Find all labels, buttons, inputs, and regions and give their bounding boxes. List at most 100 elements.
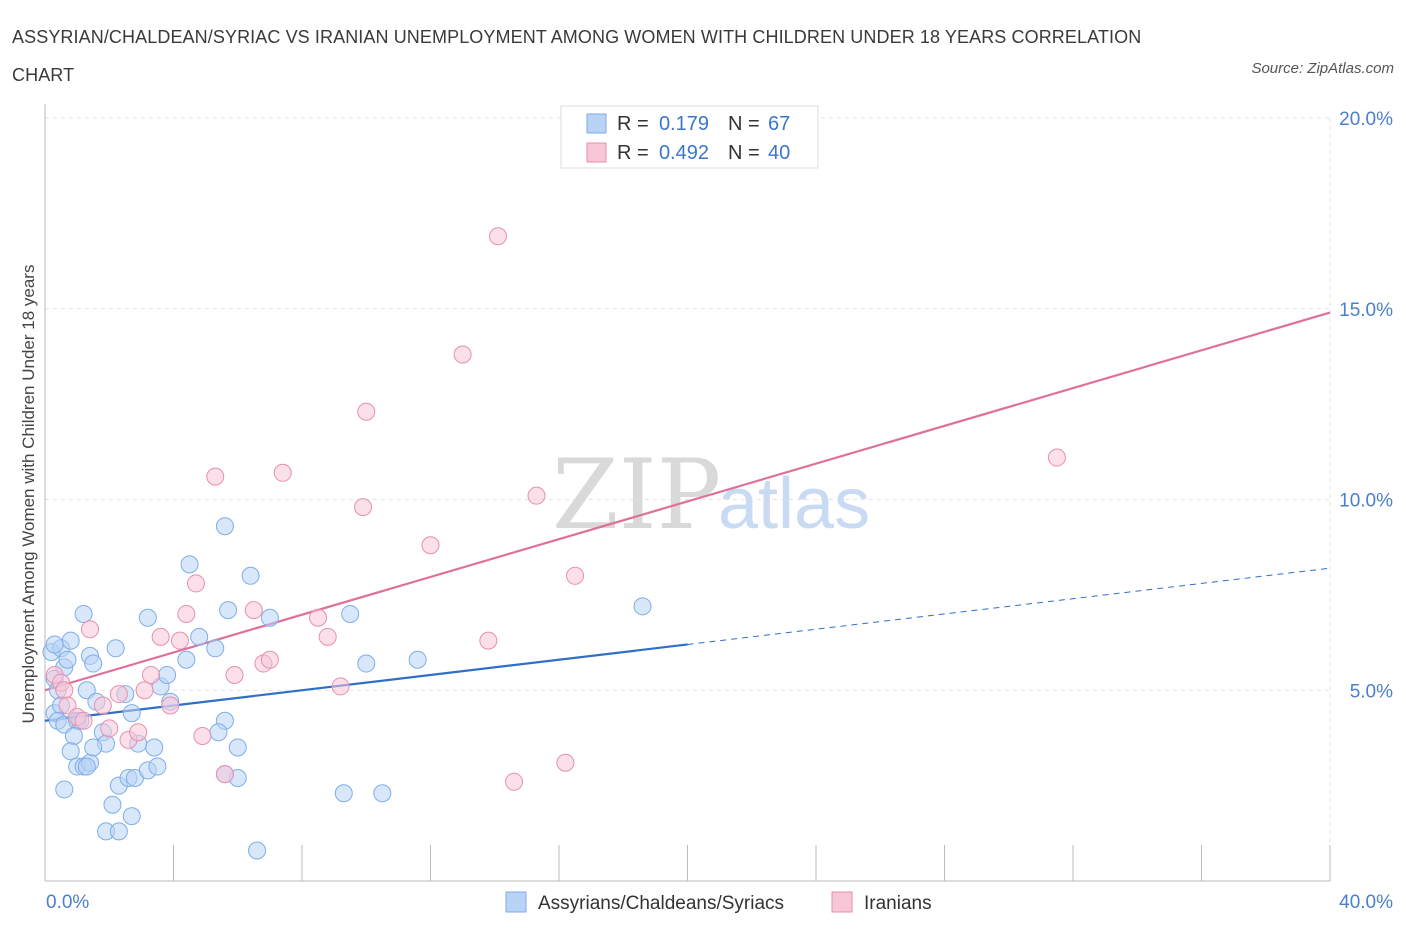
data-point (148, 757, 167, 776)
data-point (331, 677, 350, 696)
legend-n-label: N = (728, 113, 760, 135)
stats-legend: R = 0.179 N = 67 R = 0.492 N = 40 (560, 105, 819, 169)
data-point (354, 498, 373, 517)
data-point (109, 685, 128, 704)
data-point (209, 723, 228, 742)
tick-labels: 5.0% 10.0% 15.0% 20.0% 0.0% 40.0% (46, 109, 1393, 913)
data-point (556, 753, 575, 772)
y-tick-label: 15.0% (1339, 300, 1393, 321)
data-points (42, 227, 1066, 860)
data-point (421, 536, 440, 555)
data-point (527, 486, 546, 505)
y-tick-label: 5.0% (1350, 681, 1393, 702)
data-point (61, 631, 80, 650)
data-point (74, 711, 93, 730)
axes (44, 104, 1331, 882)
data-point (177, 650, 196, 669)
series-legend-swatch (505, 891, 527, 913)
data-point (505, 772, 524, 791)
series-legend-label: Iranians (864, 893, 932, 914)
data-point (100, 719, 119, 738)
data-point (61, 742, 80, 761)
data-point (408, 650, 427, 669)
data-point (215, 765, 234, 784)
data-point (103, 795, 122, 814)
data-point (80, 620, 99, 639)
data-point (260, 608, 279, 627)
data-point (93, 696, 112, 715)
chart-title: ASSYRIAN/CHALDEAN/SYRIAC VS IRANIAN UNEM… (12, 27, 1142, 85)
data-point (193, 727, 212, 746)
data-point (488, 227, 507, 246)
data-point (1047, 448, 1066, 467)
data-point (64, 727, 83, 746)
trend-line-assyrians (44, 643, 688, 722)
data-point (273, 463, 292, 482)
data-point (84, 654, 103, 673)
data-point (248, 841, 267, 860)
series-legend-label: Assyrians/Chaldeans/Syriacs (538, 893, 784, 914)
data-point (58, 650, 77, 669)
data-point (566, 566, 585, 585)
data-point (180, 555, 199, 574)
trend-lines (44, 311, 1331, 722)
legend-swatch (586, 113, 607, 134)
data-point (129, 723, 148, 742)
data-point (453, 345, 472, 364)
data-point (190, 627, 209, 646)
data-point (215, 517, 234, 536)
data-point (260, 650, 279, 669)
x-tick-label-max: 40.0% (1339, 892, 1393, 913)
series-assyrians (42, 517, 652, 860)
legend-r-value: 0.492 (659, 142, 709, 164)
data-point (158, 665, 177, 684)
legend-r-value: 0.179 (659, 113, 709, 135)
y-axis-label: Unemployment Among Women with Children U… (19, 265, 38, 724)
data-point (186, 574, 205, 593)
data-point (357, 402, 376, 421)
data-point (161, 696, 180, 715)
data-point (170, 631, 189, 650)
watermark: ZIP atlas (552, 439, 870, 551)
series-legend: Assyrians/Chaldeans/Syriacs Iranians (505, 891, 932, 914)
data-point (122, 807, 141, 826)
data-point (309, 608, 328, 627)
data-point (55, 681, 74, 700)
data-point (177, 604, 196, 623)
y-tick-label: 20.0% (1339, 109, 1393, 130)
x-tick-label-min: 0.0% (46, 892, 89, 913)
legend-n-value: 40 (768, 142, 790, 164)
legend-n-label: N = (728, 142, 760, 164)
legend-r-label: R = (617, 113, 649, 135)
data-point (373, 784, 392, 803)
data-point (241, 566, 260, 585)
data-point (122, 704, 141, 723)
series-iranians (45, 227, 1066, 791)
data-point (109, 822, 128, 841)
data-point (341, 604, 360, 623)
data-point (206, 467, 225, 486)
legend-r-label: R = (617, 142, 649, 164)
data-point (77, 757, 96, 776)
data-point (151, 627, 170, 646)
data-point (138, 608, 157, 627)
data-point (74, 604, 93, 623)
data-point (45, 635, 64, 654)
data-point (357, 654, 376, 673)
data-point (145, 738, 164, 757)
watermark-atlas: atlas (718, 464, 870, 544)
data-point (228, 738, 247, 757)
data-point (84, 738, 103, 757)
data-point (219, 601, 238, 620)
data-point (225, 665, 244, 684)
data-point (318, 627, 337, 646)
data-point (135, 681, 154, 700)
data-point (334, 784, 353, 803)
data-point (479, 631, 498, 650)
data-point (633, 597, 652, 616)
series-legend-swatch (831, 891, 853, 913)
data-point (55, 780, 74, 799)
data-point (244, 601, 263, 620)
trend-line-assyrians-extension (687, 567, 1331, 645)
